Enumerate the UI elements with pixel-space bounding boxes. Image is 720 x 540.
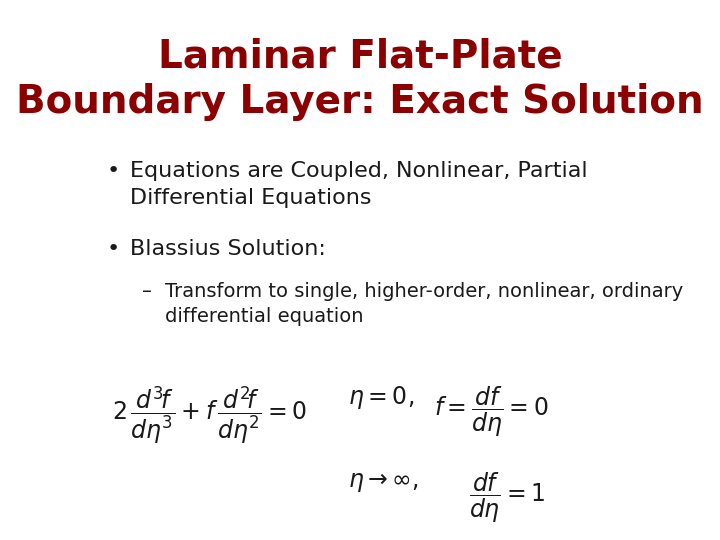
- Text: $\dfrac{df}{d\eta} = 1$: $\dfrac{df}{d\eta} = 1$: [469, 470, 546, 525]
- Text: $\eta = 0,$: $\eta = 0,$: [348, 384, 414, 411]
- Text: Equations are Coupled, Nonlinear, Partial
Differential Equations: Equations are Coupled, Nonlinear, Partia…: [130, 161, 588, 208]
- Text: •: •: [106, 239, 120, 259]
- Text: –: –: [142, 282, 151, 301]
- Text: Blassius Solution:: Blassius Solution:: [130, 239, 325, 259]
- Text: $2\,\dfrac{d^3\!f}{d\eta^3} + f\,\dfrac{d^2\!f}{d\eta^2} = 0$: $2\,\dfrac{d^3\!f}{d\eta^3} + f\,\dfrac{…: [112, 384, 307, 447]
- Text: Transform to single, higher-order, nonlinear, ordinary
differential equation: Transform to single, higher-order, nonli…: [165, 282, 683, 326]
- Text: •: •: [106, 161, 120, 181]
- Text: $f = \dfrac{df}{d\eta} = 0$: $f = \dfrac{df}{d\eta} = 0$: [433, 384, 549, 439]
- Text: Laminar Flat-Plate
Boundary Layer: Exact Solution: Laminar Flat-Plate Boundary Layer: Exact…: [16, 38, 704, 121]
- Text: $\eta \rightarrow \infty,$: $\eta \rightarrow \infty,$: [348, 470, 419, 495]
